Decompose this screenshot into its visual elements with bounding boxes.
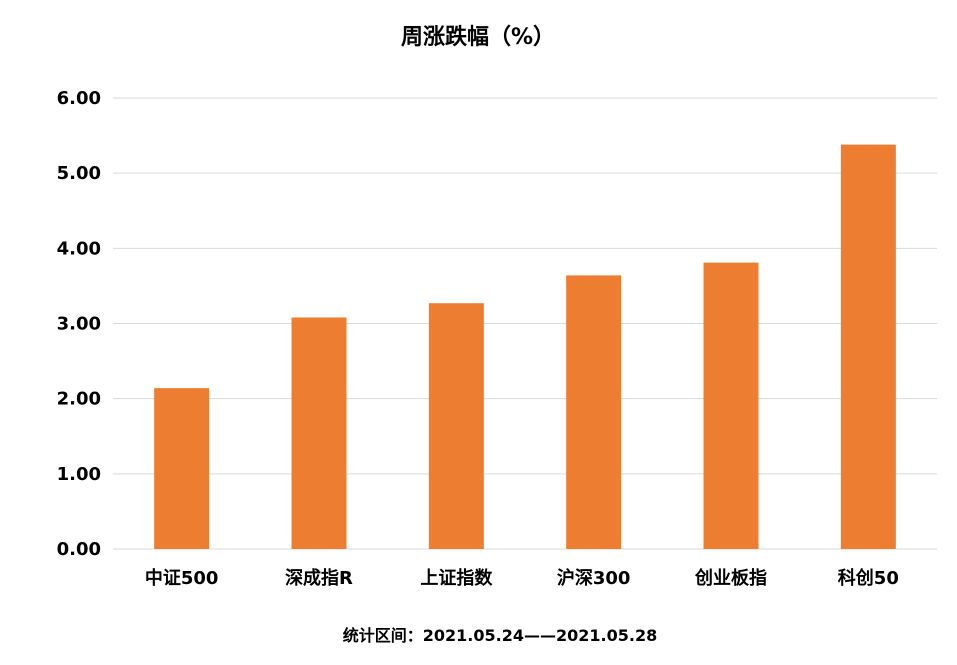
y-tick-label: 4.00 [57, 238, 101, 259]
x-axis-category-labels: 中证500 深成指R 上证指数 沪深300 创业板指 科创50 [145, 567, 899, 589]
y-tick-label: 3.00 [57, 314, 101, 335]
bar [291, 317, 347, 549]
y-tick-label: 2.00 [57, 389, 101, 410]
y-tick-label: 5.00 [57, 163, 101, 184]
bar [703, 262, 759, 549]
bar [840, 144, 896, 549]
x-category-label: 科创50 [838, 567, 899, 589]
x-category-label: 深成指R [285, 567, 353, 589]
x-category-label: 上证指数 [420, 567, 493, 589]
bar [428, 303, 484, 549]
bar [566, 275, 622, 549]
chart-title: 周涨跌幅（%） [401, 25, 555, 50]
y-tick-label: 1.00 [57, 464, 101, 485]
x-category-label: 沪深300 [557, 567, 631, 589]
x-category-label: 创业板指 [694, 567, 767, 589]
bar [154, 388, 210, 549]
y-tick-label: 0.00 [57, 539, 101, 560]
footnote-period: 统计区间：2021.05.24——2021.05.28 [343, 626, 657, 645]
gridlines [113, 97, 937, 550]
bars [154, 144, 896, 549]
y-tick-label: 6.00 [57, 88, 101, 109]
y-axis-tick-labels: 0.00 1.00 2.00 3.00 4.00 5.00 6.00 [57, 88, 101, 560]
x-category-label: 中证500 [145, 567, 219, 589]
